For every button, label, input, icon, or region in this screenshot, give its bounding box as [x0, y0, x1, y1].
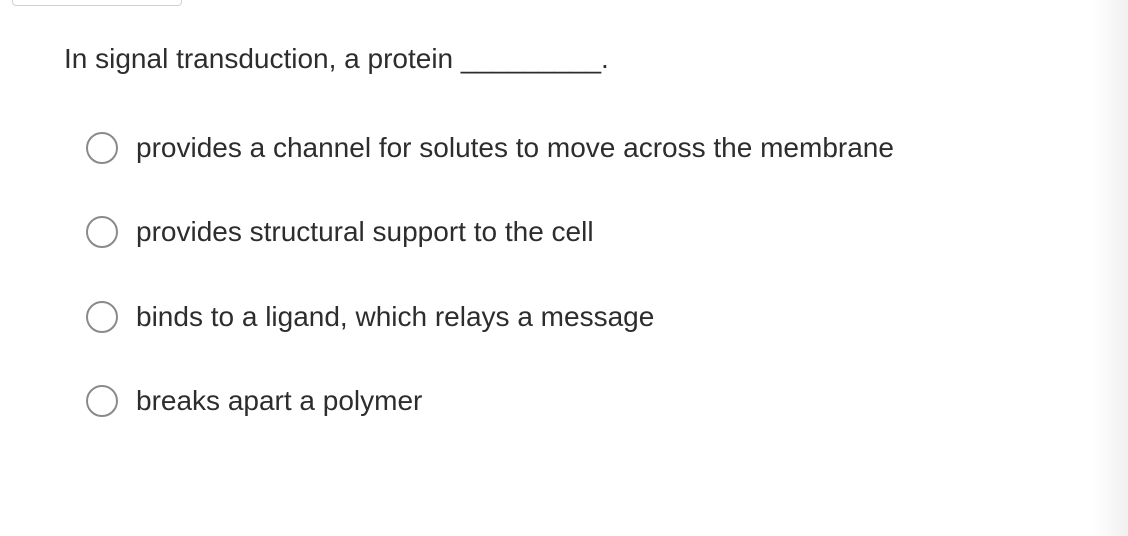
- option-3[interactable]: binds to a ligand, which relays a messag…: [86, 299, 1064, 335]
- option-1-label: provides a channel for solutes to move a…: [136, 130, 894, 166]
- option-3-label: binds to a ligand, which relays a messag…: [136, 299, 654, 335]
- option-1[interactable]: provides a channel for solutes to move a…: [86, 130, 1064, 166]
- radio-icon[interactable]: [86, 216, 118, 248]
- option-2[interactable]: provides structural support to the cell: [86, 214, 1064, 250]
- radio-icon[interactable]: [86, 132, 118, 164]
- radio-icon[interactable]: [86, 301, 118, 333]
- top-tab-stub: [12, 0, 182, 6]
- right-edge-shadow: [1092, 0, 1128, 536]
- option-4[interactable]: breaks apart a polymer: [86, 383, 1064, 419]
- options-list: provides a channel for solutes to move a…: [64, 130, 1064, 420]
- radio-icon[interactable]: [86, 385, 118, 417]
- option-2-label: provides structural support to the cell: [136, 214, 594, 250]
- quiz-question-container: In signal transduction, a protein ______…: [0, 0, 1128, 536]
- question-text: In signal transduction, a protein ______…: [64, 40, 1064, 78]
- option-4-label: breaks apart a polymer: [136, 383, 422, 419]
